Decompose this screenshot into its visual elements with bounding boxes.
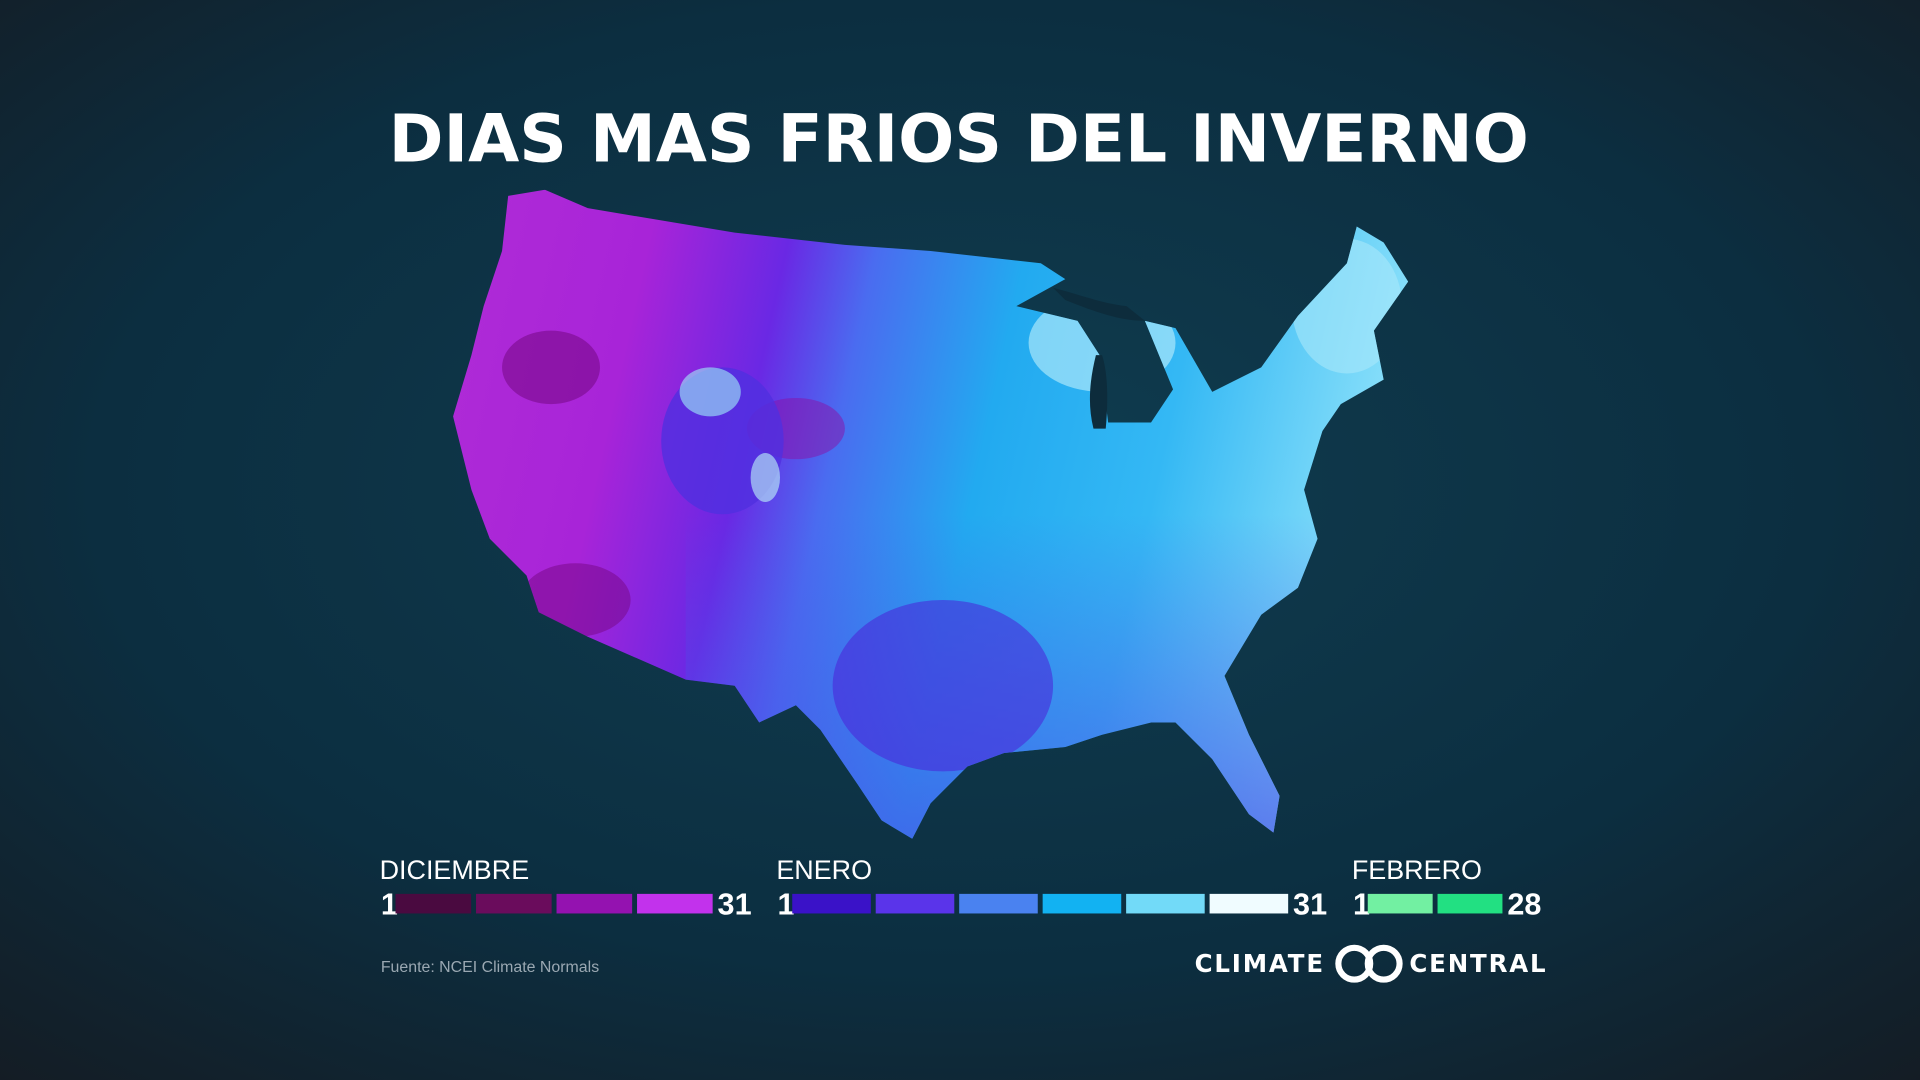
legend-end: 31	[1293, 888, 1327, 922]
legend-swatch	[395, 893, 472, 914]
legend-end: 28	[1507, 888, 1541, 922]
legend-start: 1	[381, 888, 398, 922]
legend-swatch	[875, 893, 955, 914]
legend-swatch	[1209, 893, 1289, 914]
logo-text: CLIMATE	[1195, 949, 1325, 978]
great-lakes	[1053, 287, 1145, 321]
legend-end: 31	[718, 888, 752, 922]
source: Fuente: NCEI Climate Normals	[381, 959, 599, 976]
legend-swatch	[476, 893, 552, 914]
legend-swatch	[959, 893, 1038, 914]
legend-swatch	[1042, 893, 1122, 914]
legend-swatch	[1367, 893, 1433, 914]
legend-swatch	[637, 893, 713, 914]
title: DIAS MAS FRIOS DEL INVERNO	[389, 101, 1529, 178]
legend-month: ENERO	[776, 855, 872, 885]
legend-swatch	[1437, 893, 1503, 914]
legend-swatch	[792, 893, 871, 914]
legend-start: 1	[778, 888, 795, 922]
logo-text: CENTRAL	[1409, 949, 1547, 978]
legend-swatch	[1126, 893, 1205, 914]
logo-mark	[1335, 944, 1403, 983]
legend-start: 1	[1353, 888, 1370, 922]
legend-swatch	[556, 893, 633, 914]
legend-month: DICIEMBRE	[380, 855, 530, 885]
great-lakes	[1089, 355, 1108, 429]
legend-month: FEBRERO	[1352, 855, 1482, 885]
